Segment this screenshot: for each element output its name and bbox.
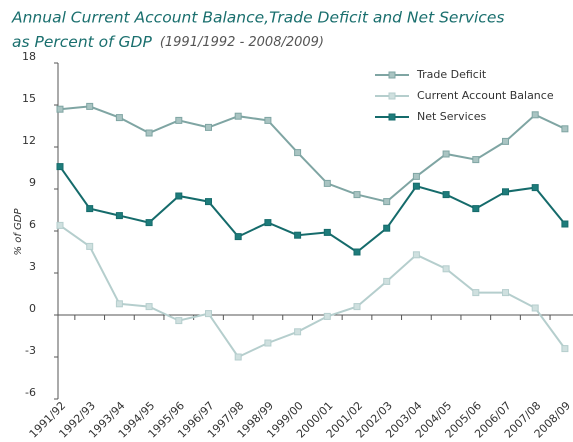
y-tick-label: 12 <box>22 134 36 147</box>
point <box>56 105 64 113</box>
y-tick-label: -6 <box>25 386 36 399</box>
point <box>175 192 183 200</box>
point <box>472 156 480 164</box>
point <box>531 184 539 192</box>
y-tick-label: 18 <box>22 50 36 63</box>
point <box>234 112 242 120</box>
point <box>145 219 153 227</box>
chart-subtitle: (1991/1992 - 2008/2009) <box>160 35 324 50</box>
point <box>502 289 509 297</box>
point <box>442 265 450 273</box>
point <box>502 188 509 196</box>
point <box>234 353 242 361</box>
point <box>115 212 123 220</box>
point <box>56 221 64 229</box>
point <box>264 219 272 227</box>
point <box>145 129 153 137</box>
point <box>86 205 94 213</box>
point <box>56 163 64 171</box>
point <box>264 116 272 124</box>
point <box>294 328 302 336</box>
chart-title: as Percent of GDP <box>12 33 152 51</box>
legend-label: Trade Deficit <box>416 68 487 81</box>
point <box>561 125 569 133</box>
point <box>294 231 302 239</box>
point <box>115 114 123 122</box>
chart-title: Annual Current Account Balance,Trade Def… <box>11 9 504 27</box>
point <box>442 191 450 199</box>
point <box>234 233 242 241</box>
legend-marker <box>388 92 396 100</box>
point <box>323 312 331 320</box>
series-line <box>59 166 566 254</box>
point <box>175 317 183 325</box>
y-tick-label: 0 <box>29 302 36 315</box>
point <box>353 191 361 199</box>
point <box>205 123 212 131</box>
point <box>561 345 569 353</box>
series-line <box>59 105 566 203</box>
point <box>86 102 94 110</box>
y-tick-label: 3 <box>29 260 36 273</box>
point <box>531 111 539 119</box>
point <box>353 248 361 256</box>
legend-marker <box>388 113 396 121</box>
point <box>531 304 539 312</box>
y-axis-label: % of GDP <box>13 208 24 256</box>
legend-label: Current Account Balance <box>417 89 554 102</box>
point <box>472 289 480 297</box>
point <box>115 300 123 308</box>
point <box>412 251 420 259</box>
legend-label: Net Services <box>417 110 486 123</box>
series-line <box>59 224 566 359</box>
point <box>353 303 361 311</box>
point <box>383 198 391 206</box>
y-tick-label: 6 <box>29 218 36 231</box>
point <box>323 179 331 187</box>
legend-marker <box>388 71 396 79</box>
point <box>145 303 153 311</box>
y-tick-label: 15 <box>22 92 36 105</box>
point <box>412 182 420 190</box>
point <box>86 242 94 250</box>
y-tick-label: 9 <box>29 176 36 189</box>
point <box>442 150 450 158</box>
point <box>383 277 391 285</box>
point <box>502 137 509 145</box>
point <box>323 228 331 236</box>
point <box>264 339 272 347</box>
point <box>383 224 391 232</box>
point <box>561 220 569 228</box>
point <box>175 116 183 124</box>
point <box>205 310 212 318</box>
y-tick-label: -3 <box>25 344 36 357</box>
point <box>205 198 212 206</box>
chart-title-line: as Percent of GDP (1991/1992 - 2008/2009) <box>12 33 324 51</box>
point <box>412 172 420 180</box>
point <box>472 205 480 213</box>
point <box>294 149 302 157</box>
